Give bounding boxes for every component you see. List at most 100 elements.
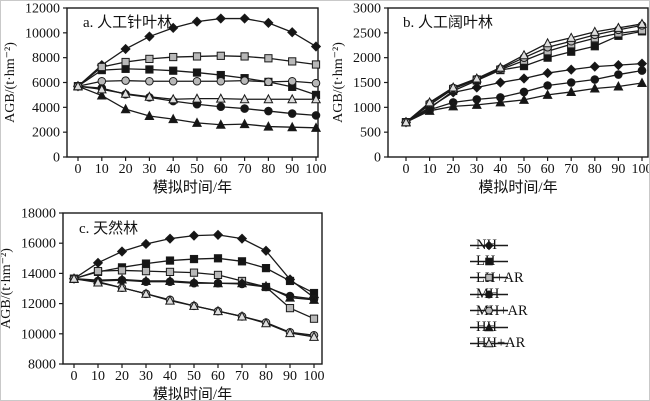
y-tick-label: 8000 xyxy=(32,51,60,66)
x-tick-label: 60 xyxy=(214,162,228,177)
series-LH-marker xyxy=(261,264,271,273)
series-HH+AR-marker xyxy=(566,32,577,42)
series-LH-marker xyxy=(285,276,295,286)
legend-item-NH: NH xyxy=(469,237,528,253)
y-tick-label: 2000 xyxy=(353,51,381,66)
series-NH-marker xyxy=(120,43,131,55)
y-tick-label: 1500 xyxy=(353,76,381,91)
legend-NH-marker xyxy=(484,240,494,250)
series-HH+AR-marker xyxy=(92,276,104,287)
series-HH+AR-marker xyxy=(215,93,226,103)
legend-item-HH+AR: HH+AR xyxy=(469,335,528,351)
x-tick-label: 80 xyxy=(261,162,275,177)
series-NH-marker xyxy=(116,246,128,257)
series-MH-marker xyxy=(566,78,576,87)
triangle-marker-icon xyxy=(470,338,508,348)
series-MH+AR-marker xyxy=(216,76,226,86)
series-HH-marker xyxy=(236,277,248,288)
series-NH-line xyxy=(73,234,315,299)
x-tick-label: 10 xyxy=(423,162,437,177)
y-axis-label: AGB/(t·hm⁻²) xyxy=(331,42,346,123)
series-HH+AR-marker xyxy=(284,327,296,338)
series-HH+AR-marker xyxy=(263,93,274,104)
square-marker-icon xyxy=(470,274,508,282)
series-LH-marker xyxy=(121,64,130,73)
series-HH+AR-marker xyxy=(471,73,482,83)
series-HH-marker xyxy=(542,89,553,99)
y-tick-label: 10000 xyxy=(25,26,60,41)
x-tick-label: 10 xyxy=(95,162,109,177)
x-tick-label: 80 xyxy=(588,162,602,177)
series-LH+AR-marker xyxy=(264,54,273,63)
series-HH+AR-marker xyxy=(116,282,128,292)
series-NH-marker xyxy=(613,60,624,71)
legend-HH+AR-marker xyxy=(484,338,494,348)
series-NH-marker xyxy=(542,67,553,79)
series-HH+AR-marker xyxy=(191,93,203,103)
series-HH-marker xyxy=(471,99,482,109)
series-NH-marker xyxy=(144,31,155,42)
series-HH-marker xyxy=(518,94,530,104)
series-NH-marker xyxy=(92,257,104,268)
x-tick-label: 50 xyxy=(190,162,204,177)
x-tick-label: 20 xyxy=(446,162,460,177)
y-tick-label: 1000 xyxy=(353,101,381,116)
series-LH+AR-marker xyxy=(285,304,295,313)
chart-natural-forest: 8000 10000 12000 14000 16000 18000 0 10 20 30 40 50… xyxy=(1,207,325,401)
x-tick-label: 0 xyxy=(403,162,410,177)
series-LH+AR-marker xyxy=(121,57,130,67)
series-HH-marker xyxy=(215,119,226,129)
circle-marker-icon xyxy=(470,306,508,315)
square-marker-icon xyxy=(470,257,508,266)
series-LH-marker xyxy=(165,256,175,265)
y-tick-label: 2000 xyxy=(32,126,60,141)
series-MH+AR-marker xyxy=(145,76,154,86)
series-HH-marker xyxy=(212,277,224,288)
series-LH+AR-marker xyxy=(165,267,175,276)
x-tick-label: 10 xyxy=(91,369,105,384)
series-LH+AR-marker xyxy=(309,314,319,323)
series-NH-marker xyxy=(140,238,152,250)
series-HH+AR-marker xyxy=(260,317,272,328)
x-tick-label: 80 xyxy=(259,369,273,384)
series-HH-marker xyxy=(284,292,296,302)
series-HH-marker xyxy=(613,81,624,91)
series-HH-marker xyxy=(566,86,577,96)
series-MH+AR-marker xyxy=(121,76,130,85)
series-MH-marker xyxy=(543,81,552,90)
x-tick-label: 70 xyxy=(235,369,249,384)
series-HH+AR-marker xyxy=(140,288,152,298)
series-MH+AR-marker xyxy=(287,76,297,86)
series-MH-marker xyxy=(216,102,226,111)
series-HH+AR-marker xyxy=(448,81,459,92)
series-LH+AR-marker xyxy=(216,51,225,60)
x-tick-label: 20 xyxy=(115,369,129,384)
x-tick-label: 100 xyxy=(306,162,327,177)
series-HH-marker xyxy=(96,90,107,100)
series-HH-marker xyxy=(424,105,435,115)
series-LH-marker xyxy=(169,66,178,75)
series-MH-marker xyxy=(637,66,647,75)
y-tick-label: 0 xyxy=(53,151,60,166)
series-HH+AR-marker xyxy=(518,49,530,60)
series-HH+AR-marker xyxy=(96,83,107,94)
series-LH+AR-marker xyxy=(145,54,154,64)
legend: NHLHLH+ARMHMH+ARHHHH+AR xyxy=(469,237,528,352)
series-HH-marker xyxy=(263,121,274,131)
series-LH-marker xyxy=(567,47,576,56)
series-NH-marker xyxy=(566,64,577,75)
series-MH+AR-marker xyxy=(311,78,321,88)
series-NH-marker xyxy=(164,233,176,244)
legend-MH+AR-marker xyxy=(485,306,493,315)
legend-item-MH: MH xyxy=(469,286,528,302)
series-LH+AR-marker xyxy=(288,57,297,66)
series-NH-marker xyxy=(518,73,530,84)
series-NH-marker xyxy=(471,82,482,93)
series-HH-marker xyxy=(495,96,506,107)
x-tick-label: 20 xyxy=(119,162,133,177)
x-tick-label: 50 xyxy=(187,369,201,384)
series-LH+AR-marker xyxy=(169,52,178,62)
x-axis-label: 模拟时间/年 xyxy=(153,386,232,401)
y-tick-label: 12000 xyxy=(21,297,56,312)
legend-MH-marker xyxy=(485,290,493,299)
